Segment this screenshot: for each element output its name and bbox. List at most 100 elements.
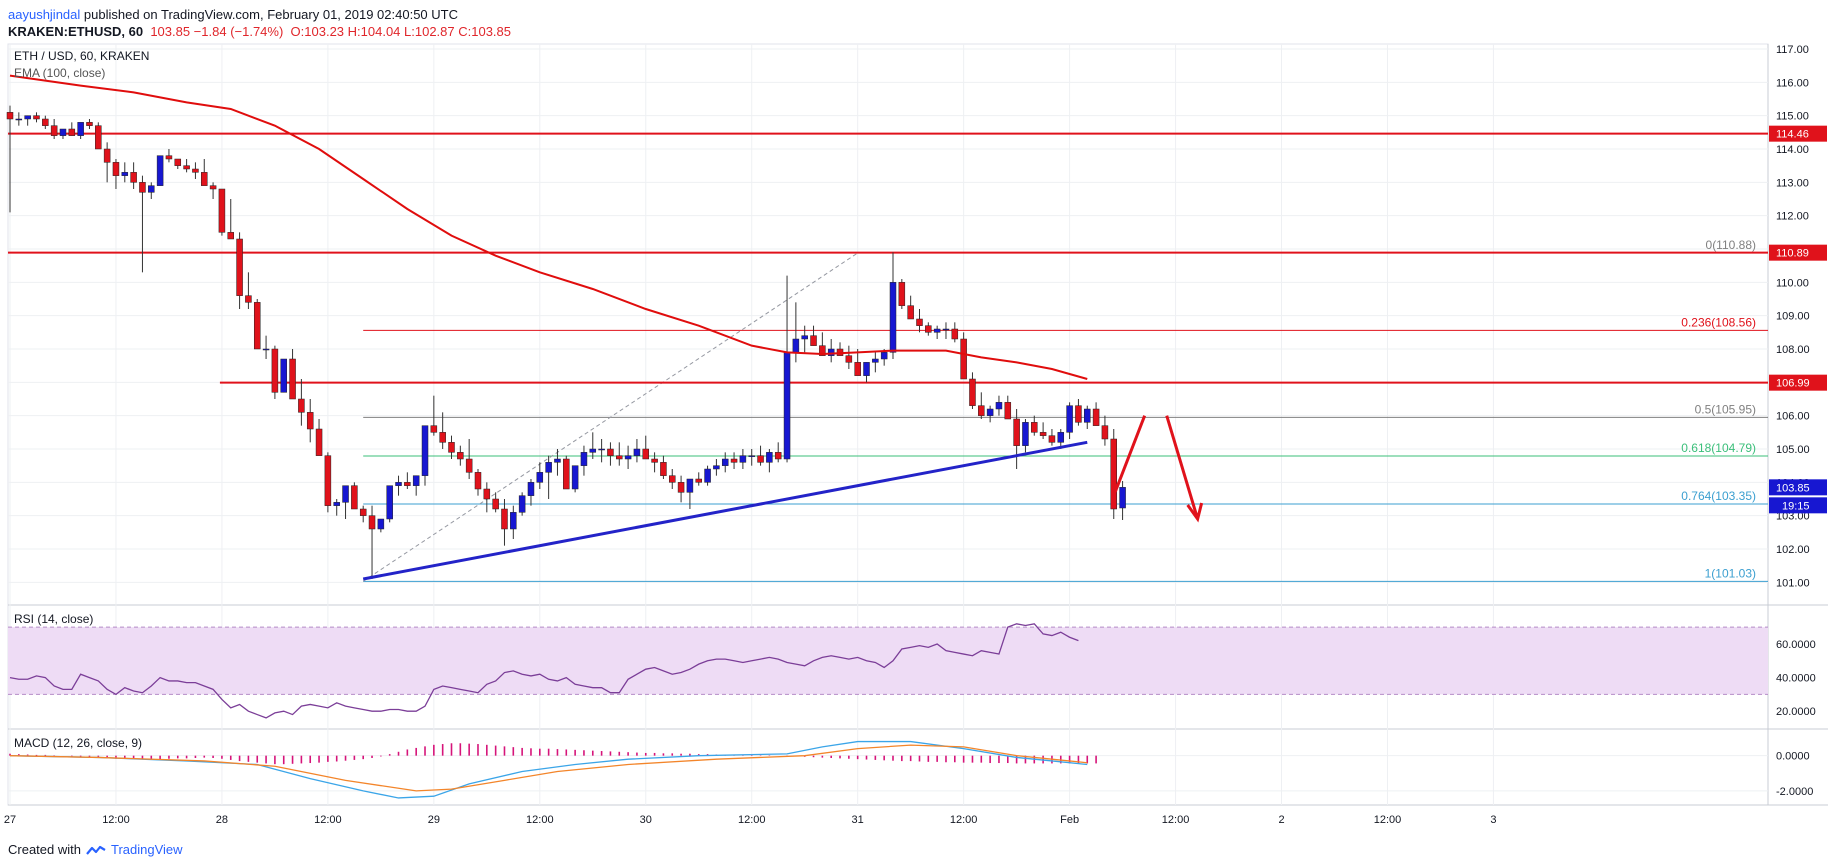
candle-body [1119, 487, 1126, 509]
rsi-band [8, 627, 1768, 695]
candle-body [50, 125, 58, 136]
fib-label: 0(110.88) [1706, 238, 1756, 252]
last-price-value: 103.85 [1776, 482, 1810, 494]
candle-body [271, 348, 279, 393]
price-tick-label: 106.00 [1776, 411, 1810, 423]
candle-body [978, 405, 985, 416]
candle-body [633, 448, 641, 456]
candle-body [112, 162, 120, 176]
time-tick-label: 2 [1278, 814, 1284, 826]
candle-body [192, 168, 199, 173]
candle-body [1048, 435, 1056, 443]
candle-body [563, 458, 570, 490]
candle-body [15, 118, 23, 121]
candle-body [518, 495, 526, 513]
candle-body [183, 165, 190, 170]
price-tick-label: 105.00 [1776, 444, 1810, 456]
time-tick-label: 12:00 [950, 814, 978, 826]
candle-body [59, 128, 67, 136]
price-tick-label: 102.00 [1776, 544, 1810, 556]
price-tick-label: 109.00 [1776, 311, 1810, 323]
time-tick-label: 12:00 [102, 814, 130, 826]
candle-body [695, 478, 702, 483]
time-tick-label: 28 [216, 814, 228, 826]
candle-body [201, 172, 208, 186]
candle-body [1084, 408, 1091, 423]
candle-body [995, 402, 1003, 410]
rsi-pane-title: RSI (14, close) [14, 612, 93, 626]
macd-tick-label: 0.0000 [1776, 751, 1810, 763]
candle-body [1092, 408, 1100, 426]
candle-body [616, 455, 623, 460]
resistance-114-badge [1769, 125, 1827, 142]
time-tick-label: 27 [4, 814, 16, 826]
candle-body [810, 335, 817, 346]
price-tick-label: 110.00 [1776, 277, 1809, 289]
candle-body [854, 362, 861, 376]
candle-body [1004, 402, 1012, 420]
candle-body [227, 232, 234, 240]
candle-body [315, 428, 323, 456]
time-tick-label: Feb [1060, 814, 1079, 826]
candle-body [898, 282, 906, 306]
time-tick-label: 12:00 [314, 814, 342, 826]
candle-body [103, 148, 111, 163]
candle-body [1110, 438, 1117, 510]
candle-body [589, 448, 597, 453]
ema-legend-label: EMA (100, close) [14, 66, 105, 80]
candle-body [24, 115, 31, 120]
time-tick-label: 12:00 [1374, 814, 1402, 826]
time-tick-label: 12:00 [526, 814, 554, 826]
candle-body [95, 125, 102, 150]
candle-body [324, 455, 332, 506]
rsi-tick-label: 20.0000 [1776, 706, 1816, 718]
candle-body [501, 508, 508, 530]
candle-body [474, 472, 482, 490]
projection-arrow-2 [1165, 415, 1200, 520]
candle-body [139, 182, 146, 193]
candle-body [342, 485, 349, 503]
candle-body [386, 485, 393, 520]
price-tick-label: 115.00 [1776, 111, 1809, 123]
price-tick-label: 114.00 [1776, 144, 1809, 156]
candle-body [880, 352, 888, 360]
candle-body [6, 112, 14, 120]
footer: Created with TradingView [8, 842, 183, 857]
rsi-tick-label: 60.0000 [1776, 639, 1816, 651]
candle-body [713, 465, 720, 470]
price-tick-label: 117.00 [1776, 44, 1809, 56]
candle-body [660, 462, 667, 476]
candle-body [783, 352, 791, 460]
rsi-tick-label: 40.0000 [1776, 673, 1816, 685]
candle-body [68, 128, 76, 136]
author-link[interactable]: aayushjindal [8, 7, 81, 22]
candle-body [306, 412, 314, 430]
time-tick-label: 12:00 [1162, 814, 1190, 826]
time-tick-label: 12:00 [738, 814, 766, 826]
candle-body [827, 348, 835, 356]
candle-body [412, 475, 420, 486]
fib-label: 0.236(108.56) [1681, 315, 1756, 329]
candle-body [624, 455, 632, 460]
trading-chart[interactable]: 27 12:00 28 12:00 29 12:00 30 12:00 31 12:00 Feb 12… [0, 38, 1828, 830]
candle-body [77, 122, 84, 136]
candles-group [6, 105, 1126, 579]
candle-body [165, 155, 173, 160]
publish-line: aayushjindal published on TradingView.co… [8, 6, 511, 23]
candle-body [677, 482, 685, 493]
resistance-114-value: 114.46 [1776, 129, 1809, 141]
tradingview-logo-icon [86, 845, 106, 855]
candle-body [130, 172, 137, 183]
candle-body [510, 512, 517, 530]
tradingview-link[interactable]: TradingView [110, 842, 183, 857]
arrow-head-icon [1186, 502, 1204, 523]
candle-body [792, 338, 800, 353]
candle-body [1039, 432, 1047, 436]
countdown-badge [1769, 497, 1827, 514]
candle-body [969, 378, 976, 406]
price-change: 103.85 −1.84 (−1.74%) [150, 24, 284, 39]
ohlc-values: O:103.23 H:104.04 L:102.87 C:103.85 [290, 24, 511, 39]
candle-body [527, 482, 535, 496]
resistance-110-badge [1769, 244, 1827, 261]
candle-body [359, 508, 367, 516]
